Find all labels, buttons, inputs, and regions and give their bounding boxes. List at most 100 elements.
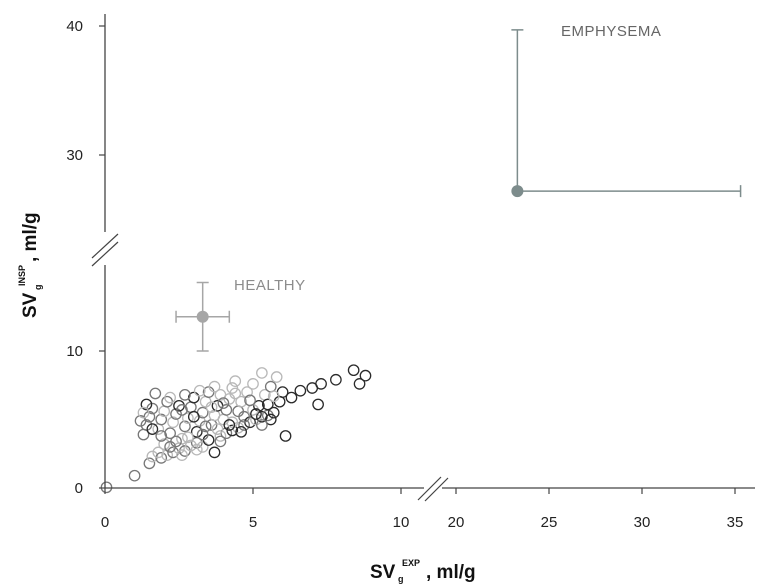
scatter-point (176, 432, 188, 445)
scatter-point (202, 434, 215, 446)
scatter-point (196, 428, 209, 441)
scatter-point (229, 387, 242, 400)
scatter-point (146, 423, 159, 435)
scatter-point (223, 419, 236, 431)
scatter-point (155, 413, 168, 426)
x-axis-title-sub: g (398, 574, 404, 584)
x-tick-label: 35 (727, 514, 744, 531)
scatter-point (353, 378, 366, 390)
scatter-point (261, 398, 274, 411)
x-tick-label: 30 (634, 514, 651, 531)
scatter-point (176, 449, 188, 461)
x-axis-break-mark (417, 476, 442, 501)
scatter-point (244, 394, 256, 407)
axes (91, 14, 755, 502)
scatter-point (170, 408, 182, 420)
scatter-point (143, 457, 156, 470)
y-tick-label: 0 (75, 480, 83, 497)
scatter-point (182, 431, 194, 444)
scatter-point (294, 384, 307, 397)
scatter-point (279, 430, 292, 442)
scatter-point (315, 378, 327, 390)
scatter-point (164, 441, 176, 453)
scatter-point (267, 406, 280, 419)
scatter-point (190, 443, 203, 456)
scatter-point (214, 430, 227, 442)
scatter-point (247, 378, 259, 390)
scatter-point (250, 408, 262, 420)
scatter-point (235, 425, 248, 438)
scatter-point (205, 401, 218, 414)
scatter-point (312, 398, 324, 411)
x-axis-title-main: SV (370, 562, 396, 583)
scatter-point (146, 450, 159, 463)
annotations: HEALTHY EMPHYSEMA (234, 23, 661, 294)
annotation-emphysema: EMPHYSEMA (561, 23, 661, 40)
scatter-point (253, 399, 265, 412)
tick-labels: 0 5 10 20 25 30 35 0 10 30 40 (66, 18, 743, 531)
scatter-point (184, 439, 197, 452)
x-tick-label: 25 (541, 514, 558, 531)
scatter-point (140, 419, 153, 431)
scatter-point (359, 369, 372, 382)
scatter-point (235, 395, 248, 408)
scatter-point (229, 375, 242, 387)
data-points (100, 364, 372, 494)
y-tick-label: 30 (66, 147, 83, 164)
y-axis-break-mark (91, 233, 119, 259)
scatter-point (285, 391, 298, 404)
scatter-point (167, 416, 179, 429)
scatter-point (208, 380, 221, 393)
scatter-point (238, 419, 250, 431)
scatter-point (199, 395, 212, 408)
scatter-point (179, 420, 191, 433)
y-axis-title: SV g INSP , ml/g (17, 212, 43, 318)
x-tick-label: 0 (101, 514, 109, 531)
x-axis-break-mark (424, 477, 449, 502)
emphysema-mean-point (511, 185, 524, 198)
scatter-point (158, 438, 171, 451)
scatter-point (128, 469, 141, 482)
scatter-point (256, 419, 268, 431)
scatter-point (187, 410, 200, 423)
scatter-point (190, 425, 203, 438)
y-axis-title-sup: INSP (17, 265, 27, 286)
scatter-point (134, 415, 147, 427)
x-tick-label: 20 (448, 514, 465, 531)
scatter-point (330, 373, 342, 386)
scatter-point (232, 405, 245, 418)
scatter-point (238, 410, 250, 423)
x-tick-label: 5 (249, 514, 257, 531)
y-axis-break-mark (91, 241, 119, 267)
scatter-point (193, 384, 206, 397)
scatter-point (264, 413, 277, 426)
scatter-point (176, 404, 188, 416)
scatter-point (152, 446, 165, 459)
scatter-point (217, 397, 230, 409)
scatter-point (100, 481, 113, 494)
y-axis-title-unit: , ml/g (20, 212, 41, 262)
annotation-healthy: HEALTHY (234, 277, 306, 294)
scatter-point (273, 395, 286, 408)
y-axis-title-sub: g (33, 285, 43, 291)
scatter-point (208, 446, 221, 459)
x-axis-title-sup: EXP (402, 558, 420, 568)
y-tick-label: 40 (66, 18, 83, 35)
scatter-point (196, 441, 209, 453)
scatter-point (152, 423, 165, 435)
scatter-point (170, 435, 182, 448)
scatter-point (211, 423, 224, 435)
x-tick-label: 10 (393, 514, 410, 531)
y-axis-title-main: SV (20, 292, 41, 318)
scatter-point (347, 364, 360, 377)
summary-points (175, 29, 742, 352)
scatter-point (155, 452, 168, 464)
scatter-point (137, 406, 150, 419)
y-tick-label: 10 (66, 343, 83, 360)
scatter-point (226, 424, 239, 437)
scatter-point (149, 387, 162, 400)
scatter-point (241, 386, 253, 398)
scatter-point (155, 430, 168, 442)
x-axis-title: SV g EXP , ml/g (370, 558, 476, 584)
